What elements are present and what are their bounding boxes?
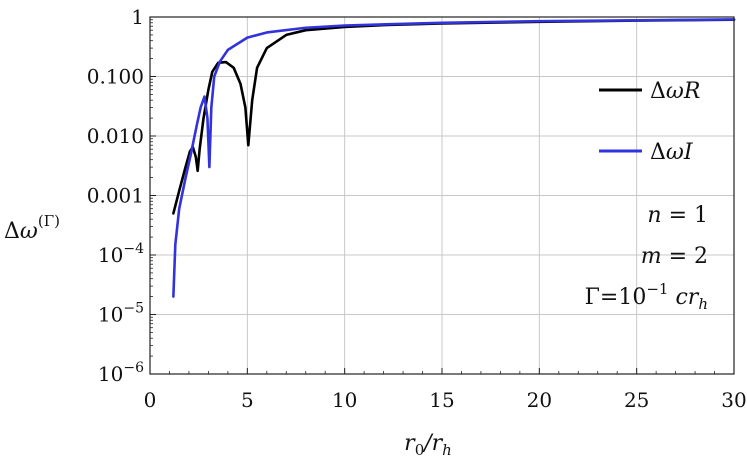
y-tick-label: 0.010 bbox=[87, 124, 144, 148]
grid bbox=[150, 17, 734, 374]
series-layer bbox=[172, 18, 736, 298]
annotation-n: n = 1 bbox=[647, 203, 708, 228]
y-axis-title: Δω(Γ) bbox=[4, 212, 60, 244]
x-tick-label: 5 bbox=[241, 388, 254, 412]
series-line-dwI bbox=[172, 18, 736, 298]
legend-label-dwI: ΔωI bbox=[650, 140, 694, 165]
x-tick-label: 30 bbox=[721, 388, 746, 412]
x-axis-title: r0/rh bbox=[404, 431, 452, 459]
x-tick-label: 0 bbox=[144, 388, 157, 412]
ticks bbox=[149, 16, 735, 375]
y-tick-label: 1 bbox=[131, 5, 144, 29]
y-tick-label: 10−4 bbox=[98, 241, 144, 267]
legend-label-dwR: ΔωR bbox=[650, 79, 700, 104]
y-tick-label: 10−6 bbox=[98, 360, 144, 386]
annotation-gamma: Γ=10−1 crh bbox=[585, 280, 708, 313]
x-tick-label: 20 bbox=[527, 388, 552, 412]
y-tick-label: 10−5 bbox=[98, 301, 144, 327]
parameter-annotations: n = 1 m = 2 Γ=10−1 crh bbox=[585, 203, 708, 313]
y-tick-label: 0.100 bbox=[87, 65, 144, 89]
legend: ΔωR ΔωI bbox=[599, 79, 700, 165]
x-tick-label: 10 bbox=[332, 388, 357, 412]
y-tick-label: 0.001 bbox=[87, 184, 144, 208]
series-line-dwR bbox=[172, 18, 736, 215]
tick-labels: 0 5 10 15 20 25 30 1 0.100 0.010 0.001 10−4 10−5 10−6 bbox=[87, 5, 747, 412]
x-tick-label: 25 bbox=[624, 388, 649, 412]
annotation-m: m = 2 bbox=[641, 244, 708, 269]
x-tick-label: 15 bbox=[429, 388, 454, 412]
